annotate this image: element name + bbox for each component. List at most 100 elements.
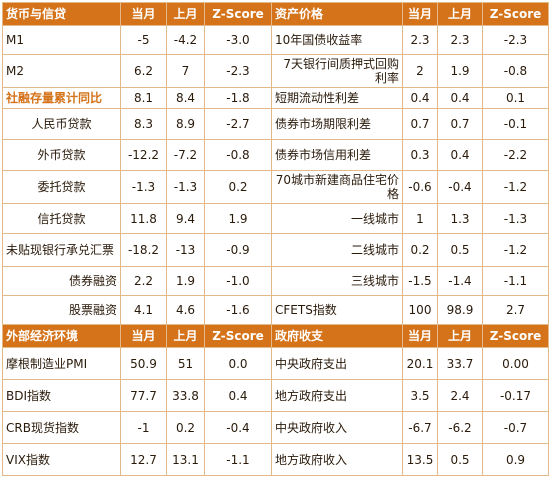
z-score-value: -1.3 [482,203,549,234]
current-value: -5 [120,25,167,55]
previous-value: 1.3 [437,203,483,234]
header-government-budget: 政府收支 [271,324,403,348]
previous-value: 4.6 [166,295,205,325]
header-row-money-assets: 货币与信贷 当月 上月 Z-Score 资产价格 当月 上月 Z-Score [2,2,549,26]
previous-value: 0.4 [437,139,483,171]
current-value: 3.5 [402,379,438,412]
current-value: 1 [402,203,438,234]
row-label: 债券市场信用利差 [271,139,403,171]
header-z-score: Z-Score [204,324,272,348]
row-label: M2 [2,54,121,88]
header-current-month: 当月 [402,2,438,26]
table-row: 未贴现银行承兑汇票 -18.2 -13 -0.9 二线城市 0.2 0.5 -1… [2,233,549,267]
z-score-value: -0.9 [204,233,272,267]
current-value: 0.7 [402,108,438,140]
z-score-value: 0.00 [482,347,549,380]
row-label: 中央政府收入 [271,411,403,444]
z-score-value: -1.0 [204,266,272,296]
z-score-value: -2.3 [204,54,272,88]
previous-value: 33.7 [437,347,483,380]
z-score-value: 0.4 [204,379,272,412]
table-row: VIX指数 12.7 13.1 -1.1 地方政府收入 13.5 0.5 0.9 [2,443,549,476]
current-value: 13.5 [402,443,438,476]
row-label: VIX指数 [2,443,121,476]
z-score-value: -1.8 [204,87,272,109]
previous-value: 1.9 [166,266,205,296]
current-value: 77.7 [120,379,167,412]
z-score-value: -0.8 [204,139,272,171]
previous-value: 33.8 [166,379,205,412]
current-value: 0.2 [402,233,438,267]
previous-value: 7 [166,54,205,88]
previous-value: 2.3 [437,25,483,55]
table-row: BDI指数 77.7 33.8 0.4 地方政府支出 3.5 2.4 -0.17 [2,379,549,412]
previous-value: 0.5 [437,233,483,267]
z-score-value: -0.8 [482,54,549,88]
current-value: 6.2 [120,54,167,88]
current-value: -18.2 [120,233,167,267]
z-score-value: -0.1 [482,108,549,140]
row-label: 10年国债收益率 [271,25,403,55]
row-label-highlighted: 社融存量累计同比 [2,87,121,109]
header-z-score: Z-Score [482,324,549,348]
table-row: 外币贷款 -12.2 -7.2 -0.8 债券市场信用利差 0.3 0.4 -2… [2,139,549,171]
previous-value: 98.9 [437,295,483,325]
previous-value: -7.2 [166,139,205,171]
row-label: 信托贷款 [2,203,121,234]
previous-value: -13 [166,233,205,267]
header-current-month: 当月 [402,324,438,348]
table-row: 股票融资 4.1 4.6 -1.6 CFETS指数 100 98.9 2.7 [2,295,549,325]
current-value: 0.4 [402,87,438,109]
z-score-value: -0.17 [482,379,549,412]
row-label: 7天银行间质押式回购利率 [271,54,403,88]
header-previous-month: 上月 [166,2,205,26]
row-label: 未贴现银行承兑汇票 [2,233,121,267]
row-label: 委托贷款 [2,170,121,204]
row-label: BDI指数 [2,379,121,412]
row-label: CFETS指数 [271,295,403,325]
header-previous-month: 上月 [166,324,205,348]
table-row: CRB现货指数 -1 0.2 -0.4 中央政府收入 -6.7 -6.2 -0.… [2,411,549,444]
header-current-month: 当月 [120,324,167,348]
previous-value: 2.4 [437,379,483,412]
previous-value: 0.4 [437,87,483,109]
current-value: -12.2 [120,139,167,171]
z-score-value: 0.1 [482,87,549,109]
row-label: 地方政府支出 [271,379,403,412]
current-value: 2 [402,54,438,88]
header-external-economy: 外部经济环境 [2,324,121,348]
z-score-value: 0.2 [204,170,272,204]
z-score-value: -1.2 [482,170,549,204]
header-current-month: 当月 [120,2,167,26]
previous-value: -1.3 [166,170,205,204]
previous-value: -6.2 [437,411,483,444]
current-value: 8.3 [120,108,167,140]
row-label: 人民币贷款 [2,108,121,140]
z-score-value: -1.1 [204,443,272,476]
previous-value: 9.4 [166,203,205,234]
row-label: 债券融资 [2,266,121,296]
current-value: 11.8 [120,203,167,234]
current-value: -0.6 [402,170,438,204]
table-row: 信托贷款 11.8 9.4 1.9 一线城市 1 1.3 -1.3 [2,203,549,234]
previous-value: -0.4 [437,170,483,204]
previous-value: -1.4 [437,266,483,296]
current-value: -1.5 [402,266,438,296]
row-label: 摩根制造业PMI [2,347,121,380]
header-money-credit: 货币与信贷 [2,2,121,26]
row-label: 外币贷款 [2,139,121,171]
z-score-value: 1.9 [204,203,272,234]
current-value: -6.7 [402,411,438,444]
row-label: 三线城市 [271,266,403,296]
current-value: 12.7 [120,443,167,476]
previous-value: 8.4 [166,87,205,109]
table-row: M2 6.2 7 -2.3 7天银行间质押式回购利率 2 1.9 -0.8 [2,54,549,88]
current-value: -1.3 [120,170,167,204]
z-score-value: -3.0 [204,25,272,55]
z-score-value: 0.9 [482,443,549,476]
previous-value: 0.7 [437,108,483,140]
row-label: 一线城市 [271,203,403,234]
previous-value: -4.2 [166,25,205,55]
macro-indicator-table: 货币与信贷 当月 上月 Z-Score 资产价格 当月 上月 Z-Score M… [2,2,549,476]
current-value: -1 [120,411,167,444]
